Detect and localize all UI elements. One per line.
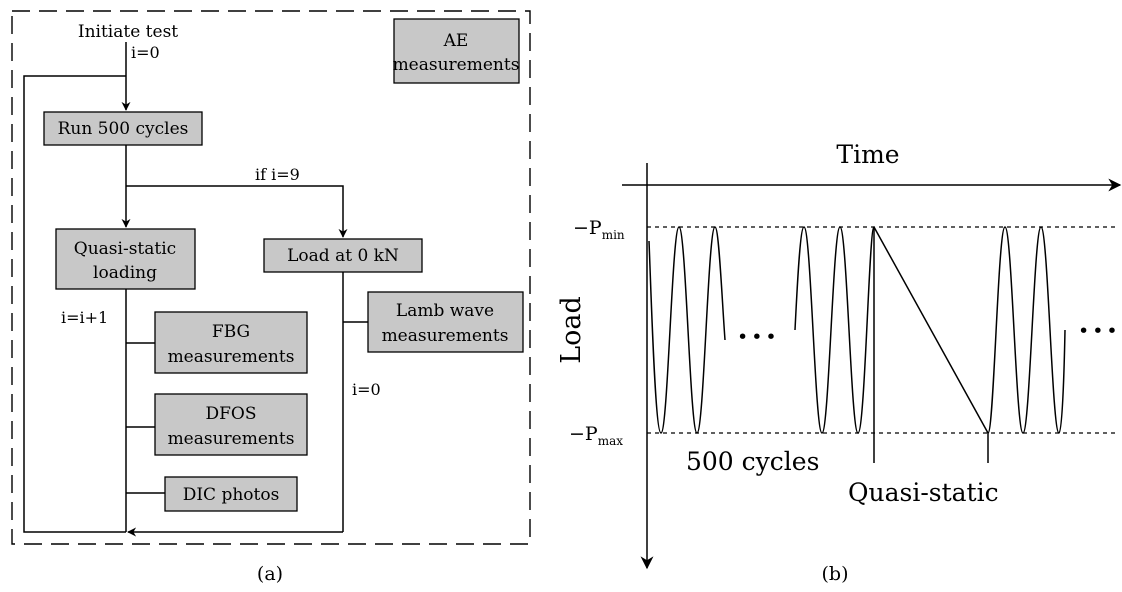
lamb-wave-box (367, 291, 524, 353)
fbg-box (154, 311, 308, 374)
pmax-subscript: max (598, 434, 624, 448)
branch-condition-label: if i=9 (255, 165, 300, 184)
loop-back-line (23, 75, 126, 533)
load-time-panel: Time Load −Pmin −Pmax ••• ••• 500 cycles… (556, 140, 1122, 585)
cyclic-wave-group-2 (794, 226, 875, 434)
quasi-static-ramp (873, 226, 989, 434)
ae-box-line1: AE (443, 31, 469, 51)
arrow-to-load (126, 185, 348, 238)
reset-index-label: i=0 (352, 380, 381, 399)
pmin-subscript: min (602, 228, 625, 242)
time-axis-label: Time (836, 140, 899, 169)
increment-label: i=i+1 (61, 308, 108, 327)
quasi-static-box (55, 228, 196, 290)
ellipsis-end: ••• (1078, 320, 1121, 342)
quasi-box-line1: Quasi-static (74, 239, 176, 259)
init-index-label: i=0 (131, 43, 160, 62)
lamb-box-line2: measurements (382, 326, 509, 346)
pmax-prefix: −P (569, 423, 598, 445)
pmin-label: −Pmin (573, 217, 625, 242)
fbg-box-line2: measurements (168, 347, 295, 367)
caption-b: (b) (822, 563, 849, 585)
quasi-box-line2: loading (93, 263, 157, 283)
quasi-static-label: Quasi-static (848, 478, 999, 507)
cycles-label: 500 cycles (686, 447, 819, 476)
dic-box-label: DIC photos (183, 485, 280, 505)
ae-box-line2: measurements (393, 55, 520, 75)
load-zero-label: Load at 0 kN (287, 246, 399, 266)
pmax-label: −Pmax (569, 423, 623, 448)
run-cycles-box (43, 111, 203, 146)
outer-dashed-frame (11, 10, 531, 545)
load-zero-box (263, 238, 423, 273)
cyclic-wave-group-3 (987, 226, 1066, 434)
dfos-box-line1: DFOS (205, 404, 256, 424)
ae-measurements-box (393, 18, 520, 84)
dic-box (164, 476, 298, 512)
caption-a: (a) (257, 563, 283, 585)
lamb-box-line1: Lamb wave (396, 301, 494, 321)
start-label: Initiate test (78, 22, 178, 42)
fbg-box-line1: FBG (212, 322, 250, 342)
cyclic-wave-group-1 (648, 226, 726, 434)
dfos-box (154, 393, 308, 456)
dfos-box-line2: measurements (168, 429, 295, 449)
flowchart-panel: Initiate test i=0 AE measurements Run 50… (11, 10, 531, 585)
run-cycles-label: Run 500 cycles (58, 119, 189, 139)
ellipsis-mid: ••• (737, 326, 780, 348)
load-axis-label: Load (556, 296, 587, 364)
pmin-prefix: −P (573, 217, 602, 239)
